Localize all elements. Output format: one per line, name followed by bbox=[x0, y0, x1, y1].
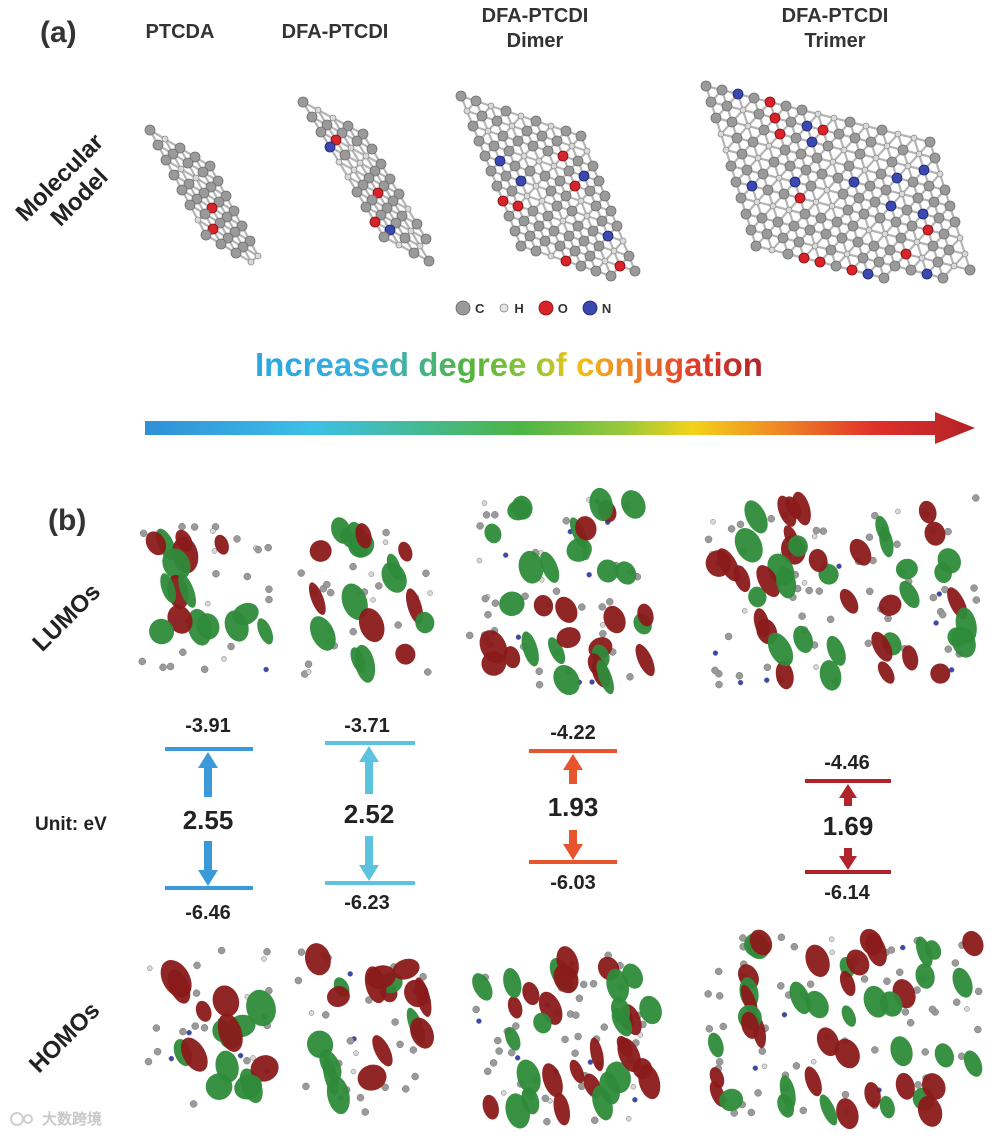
lumo-orbital-trimer bbox=[704, 491, 981, 691]
homo-energy-ptcda: -6.46 bbox=[185, 902, 231, 924]
molecule-model-dfa-ptcdi bbox=[297, 96, 435, 267]
molecule-model-dimer bbox=[455, 90, 641, 282]
lumo-level-dimer bbox=[529, 749, 617, 753]
homo-level-ptcda bbox=[165, 886, 253, 890]
gap-value-dfa-ptcdi: 2.52 bbox=[343, 799, 395, 829]
lumo-level-dfa-ptcdi bbox=[325, 741, 415, 745]
lumo-level-trimer bbox=[805, 779, 891, 783]
lumo-orbital-dfa-ptcdi bbox=[297, 517, 435, 683]
homo-level-dimer bbox=[529, 860, 617, 864]
gap-value-dimer: 1.93 bbox=[547, 792, 599, 822]
homo-orbital-dimer bbox=[472, 946, 662, 1129]
row-label-lumos: LUMOs bbox=[27, 578, 106, 657]
title-dfa-ptcdi: DFA-PTCDI bbox=[281, 21, 389, 43]
nitrogen-atom-icon bbox=[582, 300, 598, 316]
lumo-energy-ptcda: -3.91 bbox=[185, 715, 231, 737]
watermark: 大数跨境 bbox=[8, 1108, 102, 1129]
lumo-energy-dimer: -4.22 bbox=[550, 722, 596, 744]
homo-energy-dimer: -6.03 bbox=[550, 872, 596, 894]
row-label-molecular-model: Molecular Model bbox=[10, 128, 114, 232]
gap-arrow-ptcda-icon bbox=[198, 752, 218, 886]
gap-arrow-trimer-icon bbox=[839, 784, 857, 870]
lumo-orbital-dimer bbox=[465, 487, 655, 696]
homo-orbital-ptcda bbox=[144, 946, 279, 1108]
lumo-orbital-ptcda bbox=[138, 522, 274, 674]
legend-carbon: C bbox=[455, 300, 484, 316]
title-dfa-ptcdi-trimer: DFA-PTCDI Trimer bbox=[781, 5, 889, 52]
homo-orbital-dfa-ptcdi bbox=[294, 943, 434, 1116]
carbon-atom-icon bbox=[455, 300, 471, 316]
legend-oxygen: O bbox=[538, 300, 568, 316]
title-ptcda: PTCDA bbox=[145, 21, 215, 43]
lumo-level-ptcda bbox=[165, 747, 253, 751]
homo-level-trimer bbox=[805, 870, 891, 874]
gap-arrow-dfa-ptcdi-icon bbox=[359, 746, 379, 881]
legend-hydrogen: H bbox=[498, 301, 524, 316]
row-label-homos: HOMOs bbox=[23, 996, 106, 1079]
conjugation-arrow-icon bbox=[145, 412, 975, 444]
gap-value-trimer: 1.69 bbox=[822, 811, 874, 841]
gap-arrow-dimer-icon bbox=[563, 754, 583, 860]
panel-a-label: (a) bbox=[40, 16, 77, 49]
watermark-logo-icon bbox=[10, 1111, 33, 1126]
homo-level-dfa-ptcdi bbox=[325, 881, 415, 885]
homo-energy-dfa-ptcdi: -6.23 bbox=[344, 892, 390, 914]
molecule-model-ptcda bbox=[144, 124, 262, 266]
panel-b-label: (b) bbox=[48, 504, 87, 537]
atom-legend: C H O N bbox=[455, 300, 611, 316]
title-dfa-ptcdi-dimer: DFA-PTCDI Dimer bbox=[481, 5, 589, 52]
molecule-model-trimer bbox=[700, 80, 976, 284]
oxygen-atom-icon bbox=[538, 300, 554, 316]
hydrogen-atom-icon bbox=[499, 303, 509, 313]
gap-value-ptcda: 2.55 bbox=[182, 805, 234, 835]
lumo-energy-dfa-ptcdi: -3.71 bbox=[344, 715, 390, 737]
homo-energy-trimer: -6.14 bbox=[824, 882, 870, 904]
legend-nitrogen: N bbox=[582, 300, 611, 316]
unit-label: Unit: eV bbox=[35, 814, 107, 835]
lumo-energy-trimer: -4.46 bbox=[824, 752, 870, 774]
homo-orbital-trimer bbox=[704, 928, 984, 1130]
conjugation-text: Increased degree of conjugation bbox=[255, 346, 763, 383]
